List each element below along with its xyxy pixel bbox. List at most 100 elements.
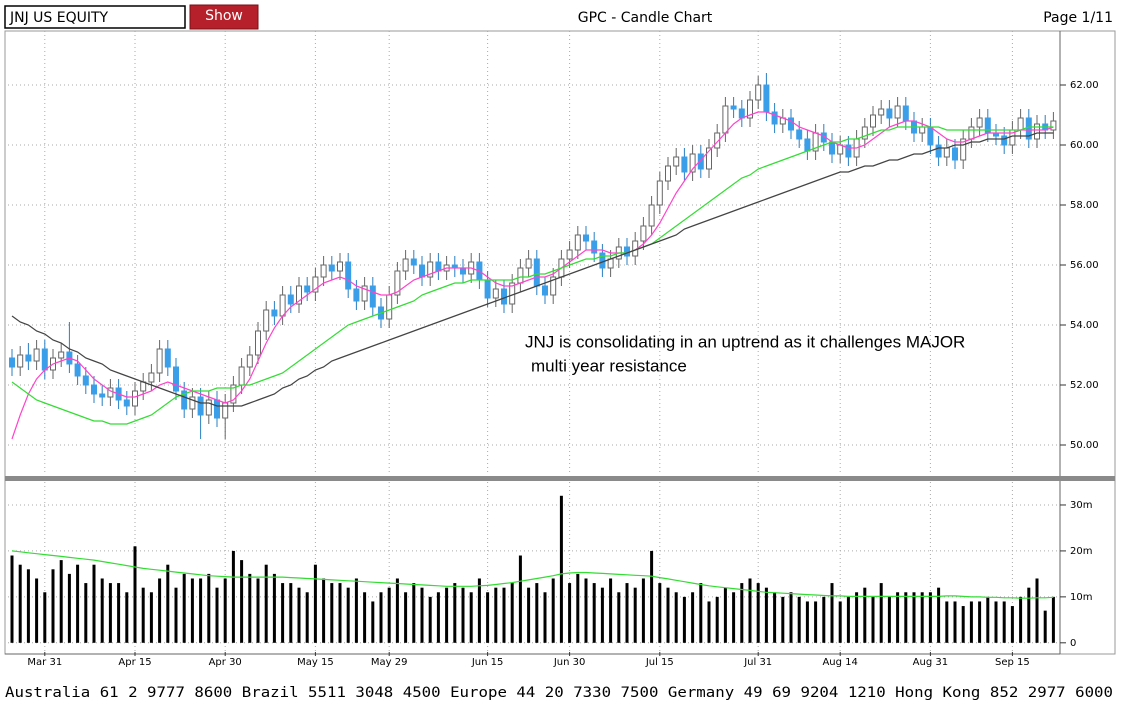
candle-body <box>410 258 417 266</box>
x-tick-label: Jun 30 <box>553 657 586 668</box>
volume-bar <box>1051 596 1055 643</box>
volume-bar <box>1027 587 1031 643</box>
volume-bar <box>855 592 859 643</box>
chart-title: GPC - Candle Chart <box>578 10 713 26</box>
volume-bar <box>10 555 14 643</box>
x-tick-label: Jul 15 <box>645 657 674 668</box>
candle-body <box>714 132 721 149</box>
volume-bar <box>420 587 424 643</box>
volume-bar <box>502 587 506 643</box>
candle-body <box>263 309 270 332</box>
volume-bar <box>100 578 104 643</box>
candle-body <box>419 264 425 278</box>
page-indicator: Page 1/11 <box>1043 10 1113 26</box>
volume-bar <box>182 573 186 643</box>
volume-bar <box>1002 601 1006 643</box>
volume-bar <box>527 587 531 643</box>
candle-body <box>484 279 491 299</box>
volume-bar <box>518 555 522 643</box>
volume-bar <box>387 587 391 643</box>
volume-bar <box>789 592 793 643</box>
volume-bar <box>641 578 645 643</box>
x-tick-label: May 29 <box>371 657 408 668</box>
volume-bar <box>592 583 596 643</box>
volume-bar <box>190 578 194 643</box>
volume-bar <box>904 592 908 643</box>
candle-body <box>837 144 844 155</box>
y-tick-label: 58.00 <box>1070 200 1099 211</box>
volume-bar <box>896 592 900 643</box>
candle-body <box>9 357 15 368</box>
candle-body <box>722 105 729 134</box>
candle-body <box>902 105 909 122</box>
candle-body <box>861 126 868 140</box>
volume-bar <box>125 592 129 643</box>
candle-body <box>927 126 934 146</box>
y-tick-label: 54.00 <box>1070 320 1099 331</box>
volume-bar <box>272 573 276 643</box>
candle-body <box>960 138 967 161</box>
candle-body <box>82 375 89 386</box>
candle-body <box>968 126 975 140</box>
candle-body <box>976 117 983 128</box>
candle-body <box>230 384 237 404</box>
volume-bar <box>297 587 301 643</box>
volume-bar <box>313 564 317 643</box>
volume-bar <box>338 583 342 643</box>
volume-bar <box>231 550 235 643</box>
y-tick-label: 60.00 <box>1070 140 1099 151</box>
volume-bar <box>674 592 678 643</box>
candle-body <box>255 330 261 356</box>
volume-bar <box>133 546 137 643</box>
volume-bar <box>379 592 383 643</box>
volume-bar <box>43 592 47 643</box>
candle-body <box>99 393 106 398</box>
ticker-input[interactable] <box>4 5 186 29</box>
volume-bar <box>84 583 88 643</box>
candle-body <box>747 99 753 119</box>
volume-bar <box>149 592 153 643</box>
volume-bar <box>18 564 22 643</box>
candle-body <box>181 390 188 410</box>
volume-bar <box>682 596 686 643</box>
volume-bar <box>986 596 990 643</box>
volume-bar <box>863 587 867 643</box>
candle-body <box>386 294 393 320</box>
volume-bar <box>666 587 670 643</box>
volume-bar <box>305 592 309 643</box>
volume-bar <box>543 592 547 643</box>
candle-body <box>492 288 499 299</box>
candle-body <box>665 165 671 182</box>
candle-body <box>369 285 376 308</box>
volume-bar <box>773 592 777 643</box>
volume-bar <box>453 583 457 643</box>
candle-body <box>870 114 876 128</box>
pane-separator <box>5 476 1115 481</box>
volume-bar <box>953 601 957 643</box>
candle-body <box>591 240 598 254</box>
volume-bar <box>395 578 399 643</box>
volume-bar <box>937 587 941 643</box>
volume-bar <box>805 601 809 643</box>
volume-bar <box>879 583 883 643</box>
volume-bar <box>51 569 55 643</box>
volume-bar <box>404 592 408 643</box>
volume-bar <box>207 573 211 643</box>
show-button-label: Show <box>205 8 243 24</box>
candle-body <box>460 267 466 275</box>
candle-body <box>1001 135 1008 146</box>
candle-body <box>427 261 434 278</box>
volume-bar <box>928 592 932 643</box>
candle-body <box>123 399 130 407</box>
y-tick-label: 0 <box>1070 638 1076 649</box>
show-button[interactable] <box>189 4 259 30</box>
volume-bar <box>740 583 744 643</box>
candle-body <box>763 84 770 113</box>
volume-bar <box>912 592 916 643</box>
candle-body <box>501 288 507 305</box>
ticker-text: JNJ US EQUITY <box>9 10 109 26</box>
candle-body <box>132 390 138 407</box>
volume-bar <box>215 587 219 643</box>
